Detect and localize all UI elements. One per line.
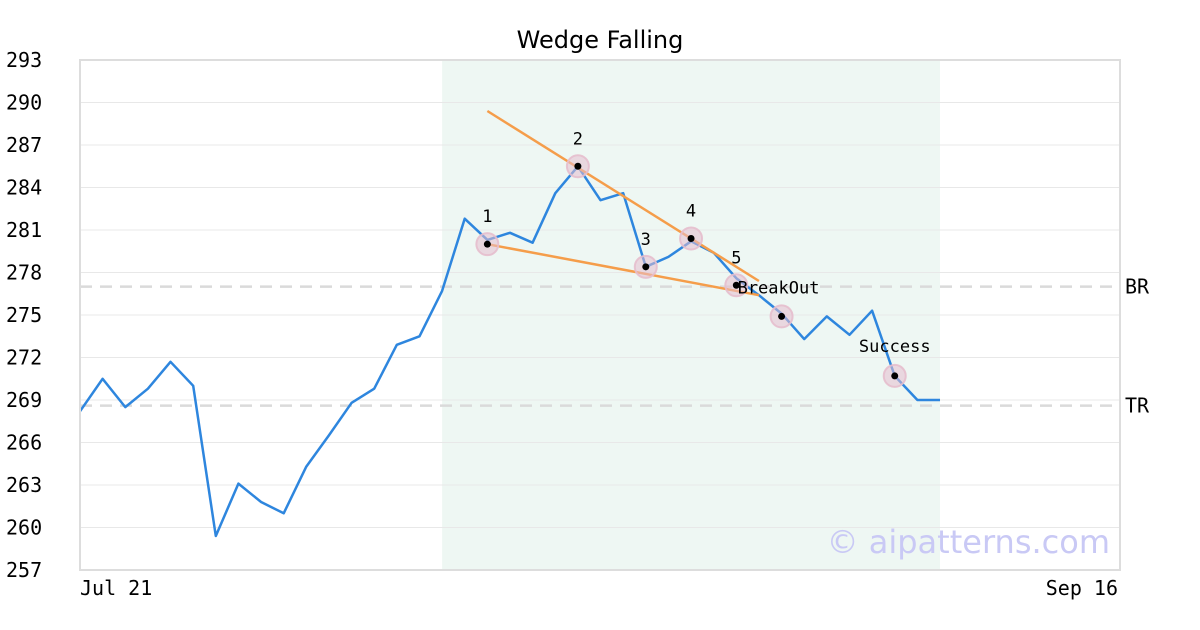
y-tick-label: 269 bbox=[6, 388, 42, 412]
trendline bbox=[487, 242, 760, 297]
y-tick-label: 278 bbox=[6, 261, 42, 285]
y-tick-label: 287 bbox=[6, 133, 42, 157]
pattern-point-label: 4 bbox=[686, 202, 696, 222]
y-tick-label: 293 bbox=[6, 48, 42, 72]
reference-label: TR bbox=[1125, 394, 1150, 418]
x-tick-label: Jul 21 bbox=[80, 576, 152, 600]
pattern-point bbox=[687, 235, 695, 242]
watermark: © aipatterns.com bbox=[827, 523, 1110, 561]
y-tick-label: 272 bbox=[6, 346, 42, 370]
pattern-point bbox=[778, 312, 786, 320]
x-tick-label: Sep 16 bbox=[1046, 576, 1118, 600]
pattern-point-label: 3 bbox=[641, 230, 651, 250]
reference-label: BR bbox=[1125, 275, 1150, 299]
plot-frame bbox=[79, 59, 1121, 571]
pattern-point-label: 2 bbox=[573, 129, 583, 149]
trendline bbox=[486, 109, 760, 283]
pattern-point bbox=[574, 162, 582, 170]
pattern-point-label: 1 bbox=[482, 207, 492, 227]
y-tick-label: 290 bbox=[6, 91, 42, 115]
pattern-point bbox=[891, 372, 899, 380]
y-tick-label: 257 bbox=[6, 558, 42, 582]
y-tick-label: 260 bbox=[6, 516, 42, 540]
pattern-point-label: Success bbox=[859, 337, 931, 357]
pattern-point-label: 5 bbox=[731, 248, 741, 268]
pattern-point bbox=[732, 281, 740, 289]
y-tick-label: 284 bbox=[6, 176, 42, 200]
y-tick-label: 281 bbox=[6, 218, 42, 242]
chart-title: Wedge Falling bbox=[517, 26, 684, 54]
price-line bbox=[78, 165, 940, 538]
y-tick-label: 263 bbox=[6, 473, 42, 497]
pattern-point bbox=[642, 263, 650, 271]
pattern-point bbox=[483, 240, 491, 248]
pattern-point-label: BreakOut bbox=[738, 278, 820, 298]
y-tick-label: 266 bbox=[6, 431, 42, 455]
y-tick-label: 275 bbox=[6, 303, 42, 327]
